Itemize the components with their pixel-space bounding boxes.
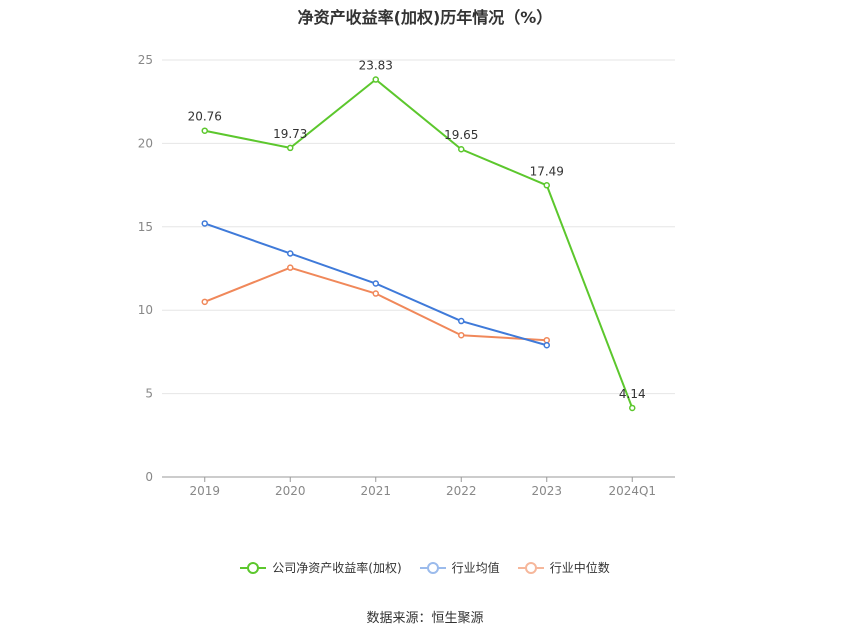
data-point bbox=[287, 250, 294, 257]
chart-title: 净资产收益率(加权)历年情况（%） bbox=[297, 8, 553, 27]
data-point bbox=[201, 127, 208, 134]
data-source: 数据来源：恒生聚源 bbox=[366, 611, 484, 626]
y-tick-label: 25 bbox=[138, 53, 153, 67]
data-point bbox=[458, 145, 465, 153]
series-line bbox=[204, 266, 547, 342]
legend-label: 公司净资产收益率(加权) bbox=[272, 561, 402, 575]
data-point bbox=[372, 280, 379, 287]
data-labels: 20.76 19.73 23.83 19.65 17.49 4.14 bbox=[188, 59, 646, 401]
data-point bbox=[543, 182, 550, 189]
legend-item-industry-mean[interactable]: 行业均值 bbox=[419, 559, 500, 576]
y-tick-label: 5 bbox=[145, 387, 153, 401]
gridlines bbox=[162, 59, 675, 395]
data-point bbox=[372, 290, 379, 297]
legend: 公司净资产收益率(加权) 行业均值 行业中位数 bbox=[0, 559, 850, 576]
data-label: 19.73 bbox=[273, 127, 307, 141]
x-tick-label: 2023 bbox=[531, 484, 562, 498]
data-point bbox=[543, 336, 550, 344]
data-label: 23.83 bbox=[359, 59, 393, 73]
y-tick-label: 20 bbox=[138, 136, 153, 150]
data-label: 19.65 bbox=[444, 128, 478, 142]
legend-item-industry-median[interactable]: 行业中位数 bbox=[517, 559, 610, 576]
data-point bbox=[287, 144, 294, 152]
data-point bbox=[372, 76, 379, 83]
legend-marker-icon bbox=[240, 561, 267, 575]
data-point bbox=[458, 317, 465, 325]
data-point bbox=[201, 298, 208, 306]
series-0 bbox=[201, 76, 636, 412]
series-line bbox=[204, 78, 634, 409]
data-label: 4.14 bbox=[619, 387, 646, 401]
legend-label: 行业均值 bbox=[451, 561, 500, 575]
data-point bbox=[543, 341, 550, 349]
series-1 bbox=[201, 220, 550, 349]
data-point bbox=[458, 331, 465, 339]
legend-item-company-roe[interactable]: 公司净资产收益率(加权) bbox=[240, 559, 402, 576]
data-point bbox=[287, 264, 294, 271]
data-point bbox=[201, 220, 208, 227]
x-tick-label: 2020 bbox=[275, 484, 306, 498]
y-tick-label: 0 bbox=[145, 470, 153, 484]
x-tick-label: 2019 bbox=[189, 484, 220, 498]
axes: 0 5 10 15 20 25 2019 2020 2021 2022 2023 2024Q1 bbox=[138, 53, 675, 498]
data-point bbox=[629, 404, 636, 412]
x-tick-label: 2024Q1 bbox=[608, 484, 656, 498]
y-tick-label: 10 bbox=[138, 303, 153, 317]
data-label: 17.49 bbox=[530, 164, 564, 178]
series-layer bbox=[201, 76, 636, 412]
x-tick-label: 2022 bbox=[446, 484, 477, 498]
legend-marker-icon bbox=[517, 561, 544, 575]
legend-marker-icon bbox=[419, 561, 446, 575]
data-label: 20.76 bbox=[188, 110, 222, 124]
x-tick-label: 2021 bbox=[360, 484, 391, 498]
y-tick-label: 15 bbox=[138, 220, 153, 234]
legend-label: 行业中位数 bbox=[549, 561, 610, 575]
